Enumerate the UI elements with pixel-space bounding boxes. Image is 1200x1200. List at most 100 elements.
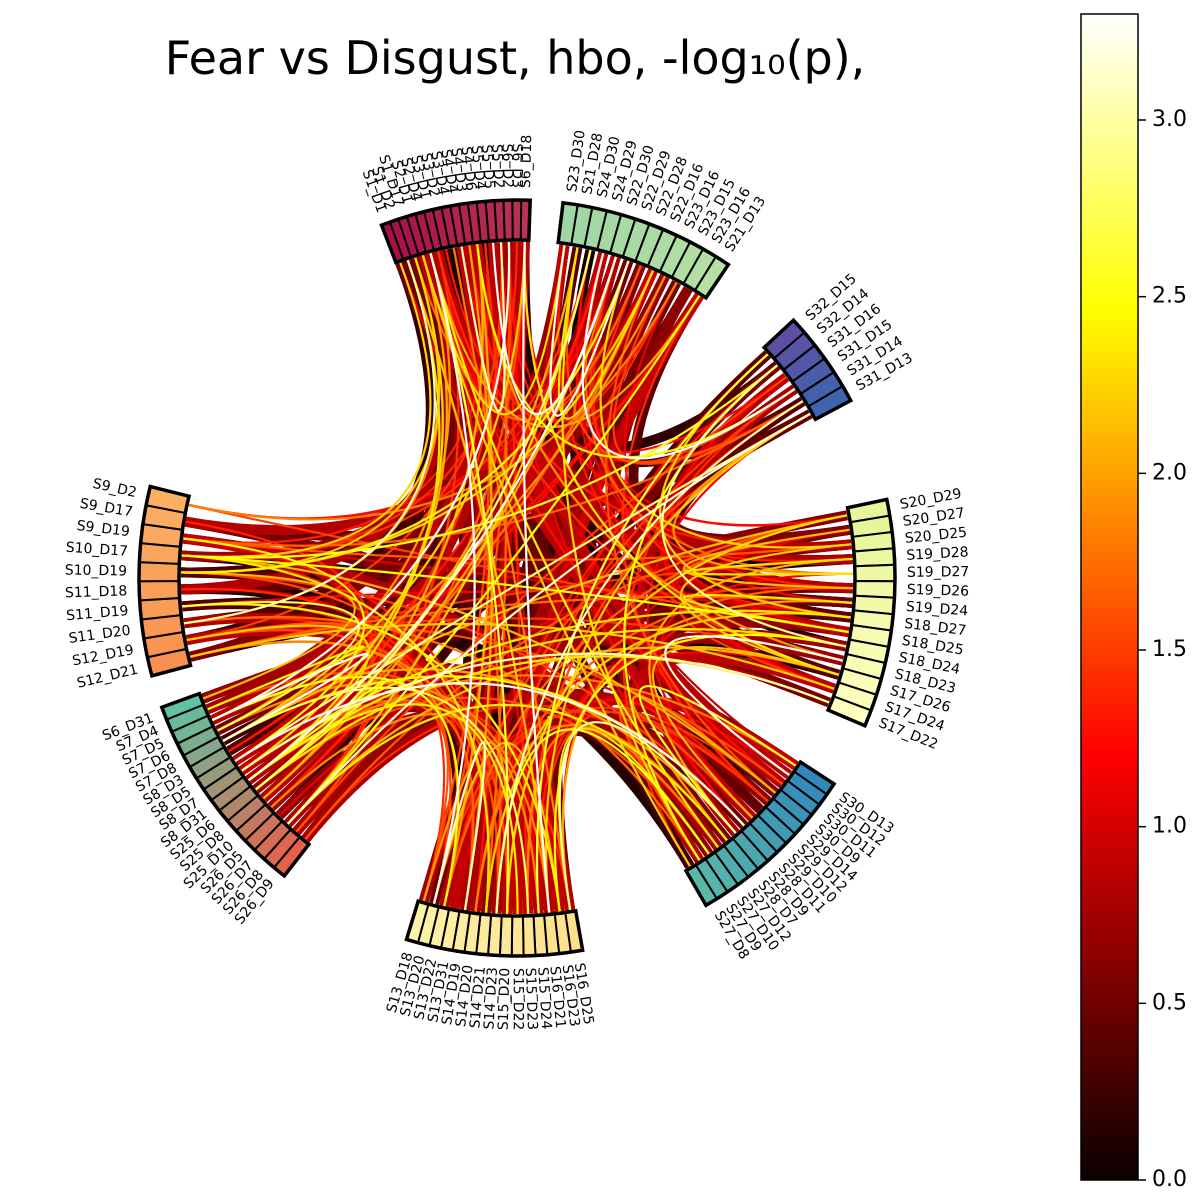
chord-413: [212, 242, 511, 721]
node-label-s19-d27: S19_D27: [907, 564, 970, 581]
chord-401: [234, 412, 811, 762]
chord-386: [183, 537, 366, 762]
chord-292: [207, 671, 509, 914]
chord-411: [549, 245, 630, 417]
colorbar-tick-label-1: 0.5: [1152, 990, 1187, 1015]
chord-342: [262, 244, 484, 800]
chord-279: [679, 586, 853, 690]
node-label-s14-d20: S14_D20: [453, 964, 477, 1028]
chord-346: [682, 528, 853, 590]
chord-417: [429, 253, 476, 904]
chord-418: [581, 252, 796, 460]
colorbar-tick-label-5: 2.5: [1152, 284, 1187, 309]
chord-356: [679, 543, 852, 676]
chord-415: [234, 682, 745, 827]
node-label-s4-d3: S4_D3: [448, 147, 470, 193]
chord-337: [429, 253, 701, 429]
chart-title: Fear vs Disgust, hbo, -log₁₀(p),: [165, 31, 866, 85]
node-label-s14-d23: S14_D23: [481, 967, 501, 1030]
node-label-s15-d24: S15_D24: [534, 967, 554, 1030]
colorbar-gradient: [1080, 13, 1139, 1181]
colorbar: 0.0 0.5 1.0 1.5 2.0 2.5 3.0: [1080, 13, 1187, 1192]
chord-388: [287, 295, 701, 825]
node-group-outline-6: [404, 899, 585, 958]
chord-400: [255, 249, 592, 791]
node-label-s6-d2: S6_D2: [499, 143, 516, 188]
node-label-s10-d17: S10_D17: [65, 540, 128, 560]
chord-330: [672, 412, 853, 575]
node-label-s10-d19: S10_D19: [65, 563, 128, 580]
colorbar-tick-label-4: 2.0: [1152, 460, 1187, 485]
node-label-s9-d2: S9_D2: [91, 476, 138, 501]
colorbar-tick-label-6: 3.0: [1152, 107, 1187, 132]
node-label-s20-d25: S20_D25: [904, 525, 968, 547]
chord-405: [183, 259, 436, 625]
chord-399: [222, 686, 530, 914]
colorbar-tick-label-3: 1.5: [1152, 637, 1187, 662]
chord-361: [181, 262, 432, 558]
chord-391: [247, 680, 386, 791]
chord-398: [182, 600, 361, 732]
chord-395: [638, 685, 797, 834]
chord-331: [631, 695, 777, 841]
chord-347: [651, 645, 840, 819]
chord-355: [484, 612, 851, 913]
chord-231: [507, 242, 678, 422]
chord-327: [222, 275, 666, 742]
chord-243: [592, 256, 851, 619]
node-label-s6-d18: S6_D18: [518, 135, 535, 189]
colorbar-ticks: 0.0 0.5 1.0 1.5 2.0 2.5 3.0: [1138, 107, 1187, 1192]
node-arc-layer: [137, 198, 897, 958]
chord-374: [523, 242, 840, 676]
node-arc-s11-d18: [138, 579, 181, 602]
colorbar-tick-label-0: 0.0: [1152, 1167, 1187, 1192]
node-label-s15-d23: S15_D23: [522, 968, 540, 1031]
chord-383: [476, 244, 796, 459]
chord-336: [443, 244, 493, 907]
node-arc-s15-d23: [521, 914, 537, 957]
node-label-s15-d22: S15_D22: [510, 968, 526, 1030]
chord-412: [212, 652, 369, 742]
node-arc-s19-d28: [852, 547, 896, 568]
node-label-s16-d23: S16_D23: [559, 964, 583, 1028]
chord-296: [432, 242, 511, 904]
node-arc-s19-d27: [853, 563, 896, 583]
node-label-s11-d18: S11_D18: [65, 583, 128, 601]
chord-353: [545, 412, 811, 913]
node-group-outline-7: [159, 691, 312, 879]
node-label-s6-d3: S6_D3: [509, 144, 525, 188]
chord-408: [432, 741, 487, 911]
chord-416: [491, 242, 617, 416]
chord-241: [443, 364, 778, 907]
chord-328: [217, 253, 451, 732]
node-group-outline-8: [137, 484, 193, 678]
chord-407: [460, 242, 506, 413]
node-group-outline-2: [556, 200, 731, 301]
node-label-s4-d4: S4_D4: [437, 148, 460, 195]
node-group-5: [683, 759, 837, 908]
chord-372: [683, 557, 853, 576]
node-group-outline-4: [825, 497, 897, 728]
chord-258: [585, 265, 678, 428]
node-arc-s11-d19: [138, 596, 183, 621]
node-label-s19-d28: S19_D28: [906, 544, 969, 564]
node-label-s4-d6: S4_D6: [458, 146, 479, 192]
node-label-s19-d24: S19_D24: [905, 599, 968, 620]
chord-381: [181, 260, 630, 574]
chord-402: [661, 364, 847, 648]
node-group-outline-3: [761, 317, 854, 422]
node-label-s11-d19: S11_D19: [66, 603, 129, 624]
chord-409: [287, 412, 811, 825]
node-arc-s10-d19: [138, 561, 181, 583]
node-group-4: [825, 497, 897, 728]
chord-380: [287, 703, 728, 841]
node-group-8: [137, 484, 193, 678]
chord-406: [495, 400, 804, 914]
chord-414: [664, 635, 843, 776]
node-arc-s15-d22: [510, 914, 525, 957]
node-label-s5-d2: S5_D2: [488, 144, 506, 189]
chord-352: [190, 622, 835, 690]
node-label-s15-d20: S15_D20: [496, 968, 514, 1031]
node-group-7: [159, 691, 312, 879]
node-label-s14-d21: S14_D21: [467, 966, 489, 1030]
